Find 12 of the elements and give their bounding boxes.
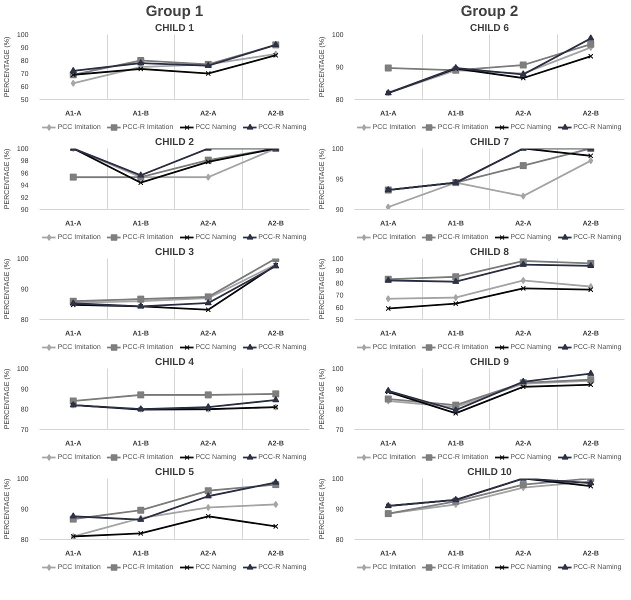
chart-title: CHILD 3 (155, 247, 194, 258)
chart-title: CHILD 6 (470, 23, 510, 34)
chart-title: CHILD 8 (470, 247, 510, 258)
chart-title: CHILD 1 (155, 23, 194, 34)
chart-title: CHILD 10 (467, 467, 512, 478)
chart-title: CHILD 7 (470, 137, 510, 148)
text: Group 2 (460, 3, 518, 20)
text: Group 1 (146, 3, 204, 20)
chart-title: CHILD 5 (155, 467, 194, 478)
chart-title: CHILD 9 (470, 357, 510, 368)
chart-title: CHILD 2 (155, 137, 194, 148)
chart-title: CHILD 4 (155, 357, 194, 368)
